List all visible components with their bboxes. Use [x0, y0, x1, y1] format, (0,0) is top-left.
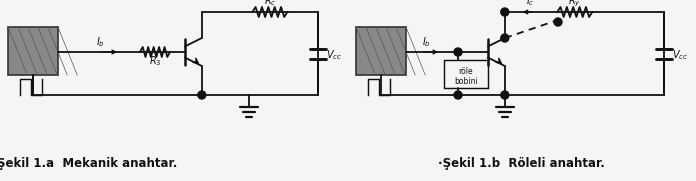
Circle shape: [501, 8, 509, 16]
Text: $I_b$: $I_b$: [422, 35, 430, 49]
Text: $I_c$: $I_c$: [525, 0, 534, 8]
Circle shape: [454, 48, 462, 56]
Circle shape: [501, 34, 509, 42]
Circle shape: [198, 91, 206, 99]
Circle shape: [501, 91, 509, 99]
Text: $I_b$: $I_b$: [95, 35, 104, 49]
Text: $R_3$: $R_3$: [149, 54, 161, 68]
Text: $R_y$: $R_y$: [569, 0, 581, 9]
Circle shape: [554, 18, 562, 26]
Text: $R_c$: $R_c$: [264, 0, 276, 8]
Text: ·Şekil 1.b  Röleli anahtar.: ·Şekil 1.b Röleli anahtar.: [438, 157, 605, 170]
Text: $V_{cc}$: $V_{cc}$: [326, 49, 342, 62]
Text: Şekil 1.a  Mekanik anahtar.: Şekil 1.a Mekanik anahtar.: [0, 157, 177, 170]
Bar: [356, 27, 406, 75]
Text: bobini: bobini: [454, 77, 478, 85]
Text: röle: röle: [459, 66, 473, 75]
Text: $V_{cc}$: $V_{cc}$: [672, 49, 688, 62]
Bar: [444, 60, 488, 88]
Circle shape: [454, 91, 462, 99]
Bar: [8, 27, 58, 75]
